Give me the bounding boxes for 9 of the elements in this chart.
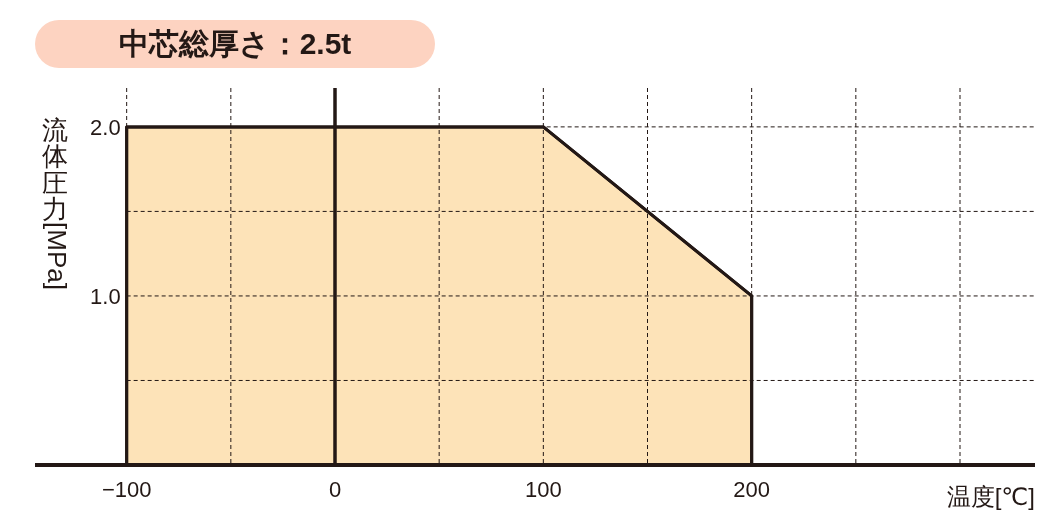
text: 流体圧力[MPa]: [42, 114, 72, 291]
x-tick-label: 0: [328, 477, 342, 502]
y-tick-label: 1.0: [90, 283, 121, 309]
x-tick-label: 100: [524, 477, 562, 502]
chart-title: 中芯総厚さ：2.5t: [118, 27, 352, 60]
x-tick-label: 200: [733, 477, 771, 502]
x-axis-title: 温度[℃]: [946, 483, 1035, 510]
x-tick-label: −100: [101, 477, 152, 502]
y-tick-label: 2.0: [90, 114, 121, 140]
